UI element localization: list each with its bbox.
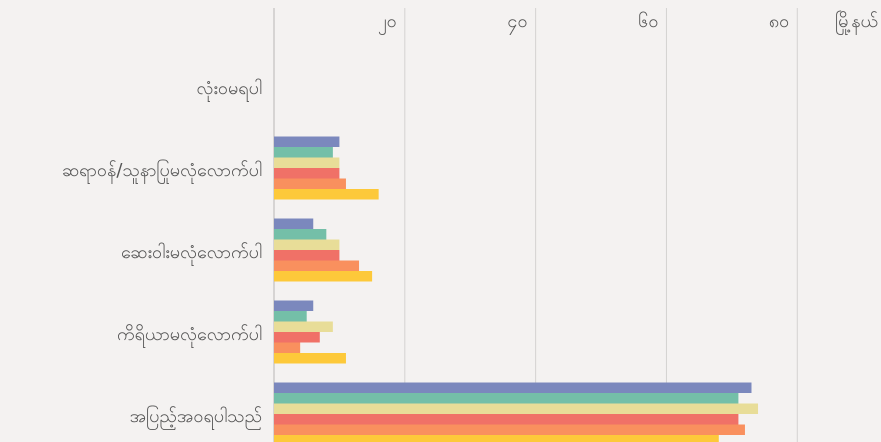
bar	[274, 178, 346, 189]
bar	[274, 300, 314, 311]
bar	[274, 260, 360, 271]
bar	[274, 157, 340, 168]
bar	[274, 168, 340, 179]
y-tick-label: လုံးဝမရပါ	[196, 78, 262, 102]
x-tick-label: ၄၀	[507, 11, 527, 35]
y-tick-label: ဆေးဝါးမလုံလောက်ပါ	[121, 242, 262, 266]
bar	[274, 435, 719, 442]
bar	[274, 218, 314, 229]
x-tick-label: ၈၀	[769, 11, 789, 32]
bar	[274, 332, 320, 343]
bar	[274, 321, 333, 332]
bar	[274, 271, 373, 282]
x-tick-label: ၂၀	[378, 11, 397, 35]
y-tick-label: ကိရိယာမလုံလောက်ပါ	[117, 324, 262, 348]
bar	[274, 239, 340, 250]
y-tick-label: အပြည့်အဝရပါသည်	[130, 405, 262, 430]
bar	[274, 136, 340, 147]
y-tick-label: ဆရာဝန်/သူနာပြုမလုံလောက်ပါ	[62, 159, 262, 184]
bar	[274, 250, 340, 261]
bar	[274, 342, 301, 353]
bar	[274, 311, 307, 322]
bar	[274, 147, 333, 158]
bar	[274, 403, 759, 414]
x-axis-label: မြို့နယ်	[835, 10, 878, 35]
bar	[274, 229, 327, 240]
x-tick-label: ၆၀	[638, 11, 658, 32]
bar	[274, 424, 745, 435]
bar	[274, 189, 379, 200]
bar	[274, 382, 752, 393]
bar	[274, 353, 346, 364]
bar	[274, 414, 739, 425]
bar	[274, 393, 739, 404]
